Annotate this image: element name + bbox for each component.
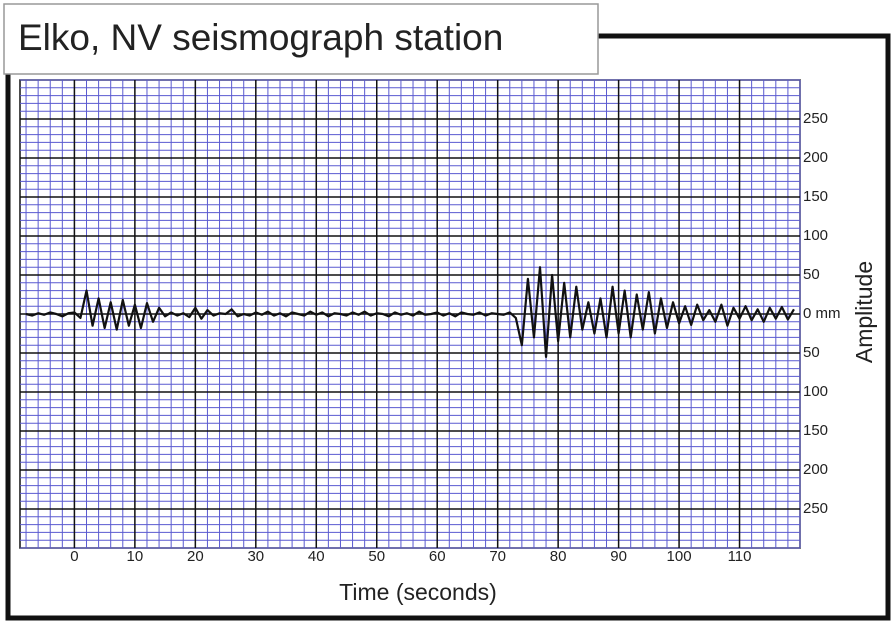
y-tick-label: 100 bbox=[803, 227, 828, 244]
x-tick-label: 100 bbox=[667, 548, 692, 565]
y-tick-label: 0 mm bbox=[803, 305, 841, 322]
x-tick-label: 90 bbox=[610, 548, 627, 565]
title-box bbox=[3, 3, 599, 75]
x-axis-label: Time (seconds) bbox=[339, 579, 497, 605]
x-tick-label: 30 bbox=[247, 548, 264, 565]
y-tick-label: 100 bbox=[803, 383, 828, 400]
y-tick-label: 150 bbox=[803, 188, 828, 205]
y-tick-label: 50 bbox=[803, 344, 820, 361]
x-tick-label: 40 bbox=[308, 548, 325, 565]
x-tick-label: 70 bbox=[489, 548, 506, 565]
x-tick-label: 80 bbox=[550, 548, 567, 565]
chart-title: Elko, NV seismograph station bbox=[18, 17, 503, 58]
y-tick-label: 50 bbox=[803, 266, 820, 283]
x-tick-label: 50 bbox=[368, 548, 385, 565]
x-tick-label: 110 bbox=[728, 548, 752, 565]
x-tick-label: 0 bbox=[70, 548, 78, 565]
y-axis-label: Amplitude bbox=[851, 261, 877, 363]
y-tick-label: 150 bbox=[803, 422, 828, 439]
x-tick-label: 10 bbox=[127, 548, 144, 565]
y-tick-label: 200 bbox=[803, 461, 828, 478]
traces bbox=[25, 266, 795, 358]
y-tick-label: 250 bbox=[803, 500, 828, 517]
seismic-trace bbox=[25, 266, 795, 358]
x-tick-label: 20 bbox=[187, 548, 204, 565]
y-tick-label: 200 bbox=[803, 149, 828, 166]
y-tick-label: 250 bbox=[803, 110, 828, 127]
x-tick-label: 60 bbox=[429, 548, 446, 565]
